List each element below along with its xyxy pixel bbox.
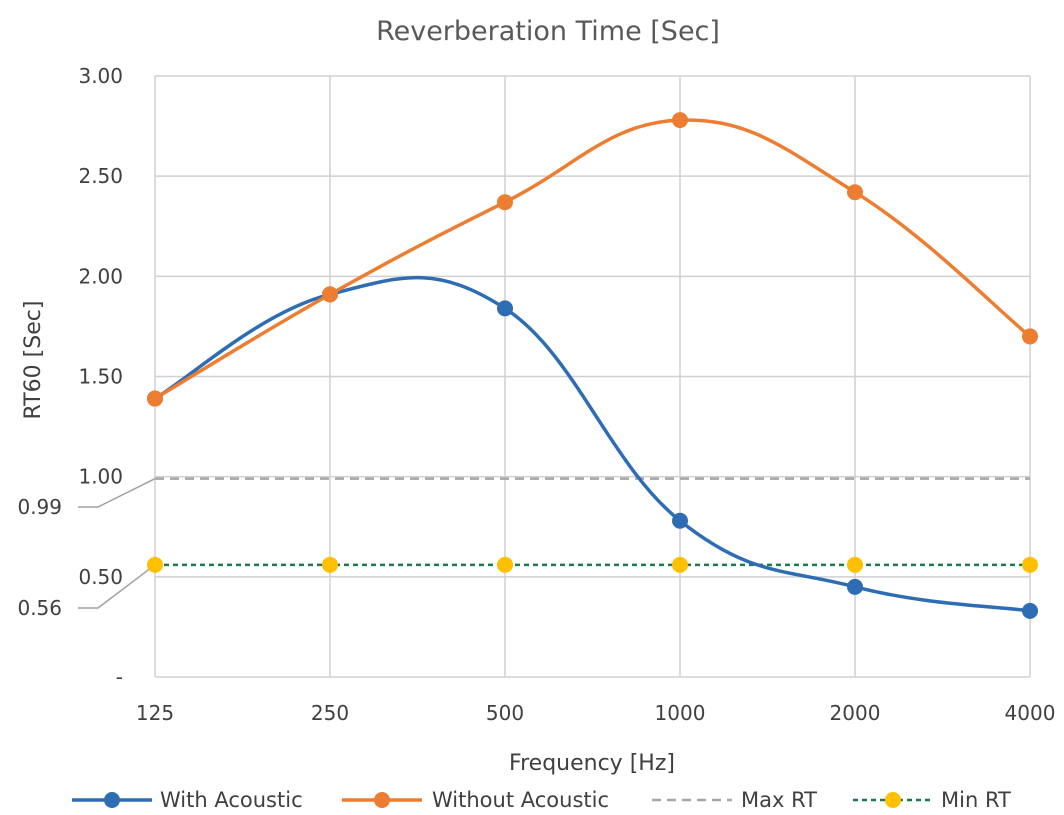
- callout-leader-line: [78, 564, 156, 609]
- y-tick-label: 0.50: [78, 565, 123, 589]
- data-point: [847, 184, 863, 201]
- data-point: [497, 556, 513, 573]
- x-tick-label: 1000: [655, 701, 706, 725]
- y-axis-ticks: - 0.50 1.00 1.50 2.00 2.50 3.00: [78, 64, 123, 689]
- legend-label: Max RT: [741, 788, 817, 812]
- data-point: [147, 556, 163, 573]
- callout-leader-line: [78, 477, 156, 508]
- legend-item: Without Acoustic: [342, 788, 609, 812]
- x-tick-label: 125: [136, 701, 174, 725]
- series-with-acoustic: [147, 275, 1038, 619]
- x-tick-label: 4000: [1005, 701, 1056, 725]
- legend-item: Min RT: [853, 788, 1011, 812]
- data-point: [1022, 602, 1038, 619]
- legend-swatch-marker: [374, 792, 390, 808]
- legend-swatch-marker: [885, 792, 901, 808]
- data-point: [497, 194, 513, 211]
- y-tick-label: 1.00: [78, 465, 123, 489]
- data-point: [672, 112, 688, 129]
- callout-label: 0.56: [17, 596, 62, 620]
- x-tick-label: 250: [311, 701, 349, 725]
- grid: [154, 75, 1031, 678]
- x-axis-ticks: 125 250 500 1000 2000 4000: [136, 701, 1056, 725]
- legend-label: Without Acoustic: [432, 788, 609, 812]
- chart-title: Reverberation Time [Sec]: [376, 16, 720, 47]
- y-axis-label: RT60 [Sec]: [21, 301, 46, 420]
- series-layer: [147, 112, 1038, 619]
- data-point: [497, 300, 513, 317]
- y-tick-label: 3.00: [78, 64, 123, 88]
- y-tick-label: -: [116, 665, 123, 689]
- legend: With Acoustic Without Acoustic Max RT Min R…: [72, 788, 1011, 812]
- legend-item: Max RT: [652, 788, 817, 812]
- callout-label: 0.99: [17, 495, 62, 519]
- data-point: [322, 286, 338, 303]
- data-point: [672, 556, 688, 573]
- legend-item: With Acoustic: [72, 788, 303, 812]
- series-line: [154, 118, 1032, 401]
- y-tick-label: 2.50: [78, 164, 123, 188]
- legend-label: Min RT: [941, 788, 1011, 812]
- data-point: [847, 578, 863, 595]
- x-tick-label: 2000: [830, 701, 881, 725]
- legend-label: With Acoustic: [160, 788, 303, 812]
- x-tick-label: 500: [486, 701, 524, 725]
- data-point: [322, 556, 338, 573]
- series-line: [154, 275, 1031, 613]
- legend-swatch-marker: [104, 792, 120, 808]
- data-point: [1022, 328, 1038, 345]
- data-point: [147, 390, 163, 407]
- y-tick-label: 1.50: [78, 365, 123, 389]
- callouts: 0.99 0.56: [17, 477, 156, 620]
- series-without-acoustic: [147, 112, 1038, 407]
- data-point: [672, 512, 688, 529]
- data-point: [847, 556, 863, 573]
- y-tick-label: 2.00: [78, 264, 123, 288]
- data-point: [1022, 556, 1038, 573]
- x-axis-label: Frequency [Hz]: [509, 751, 675, 776]
- series-min-rt: [147, 556, 1038, 573]
